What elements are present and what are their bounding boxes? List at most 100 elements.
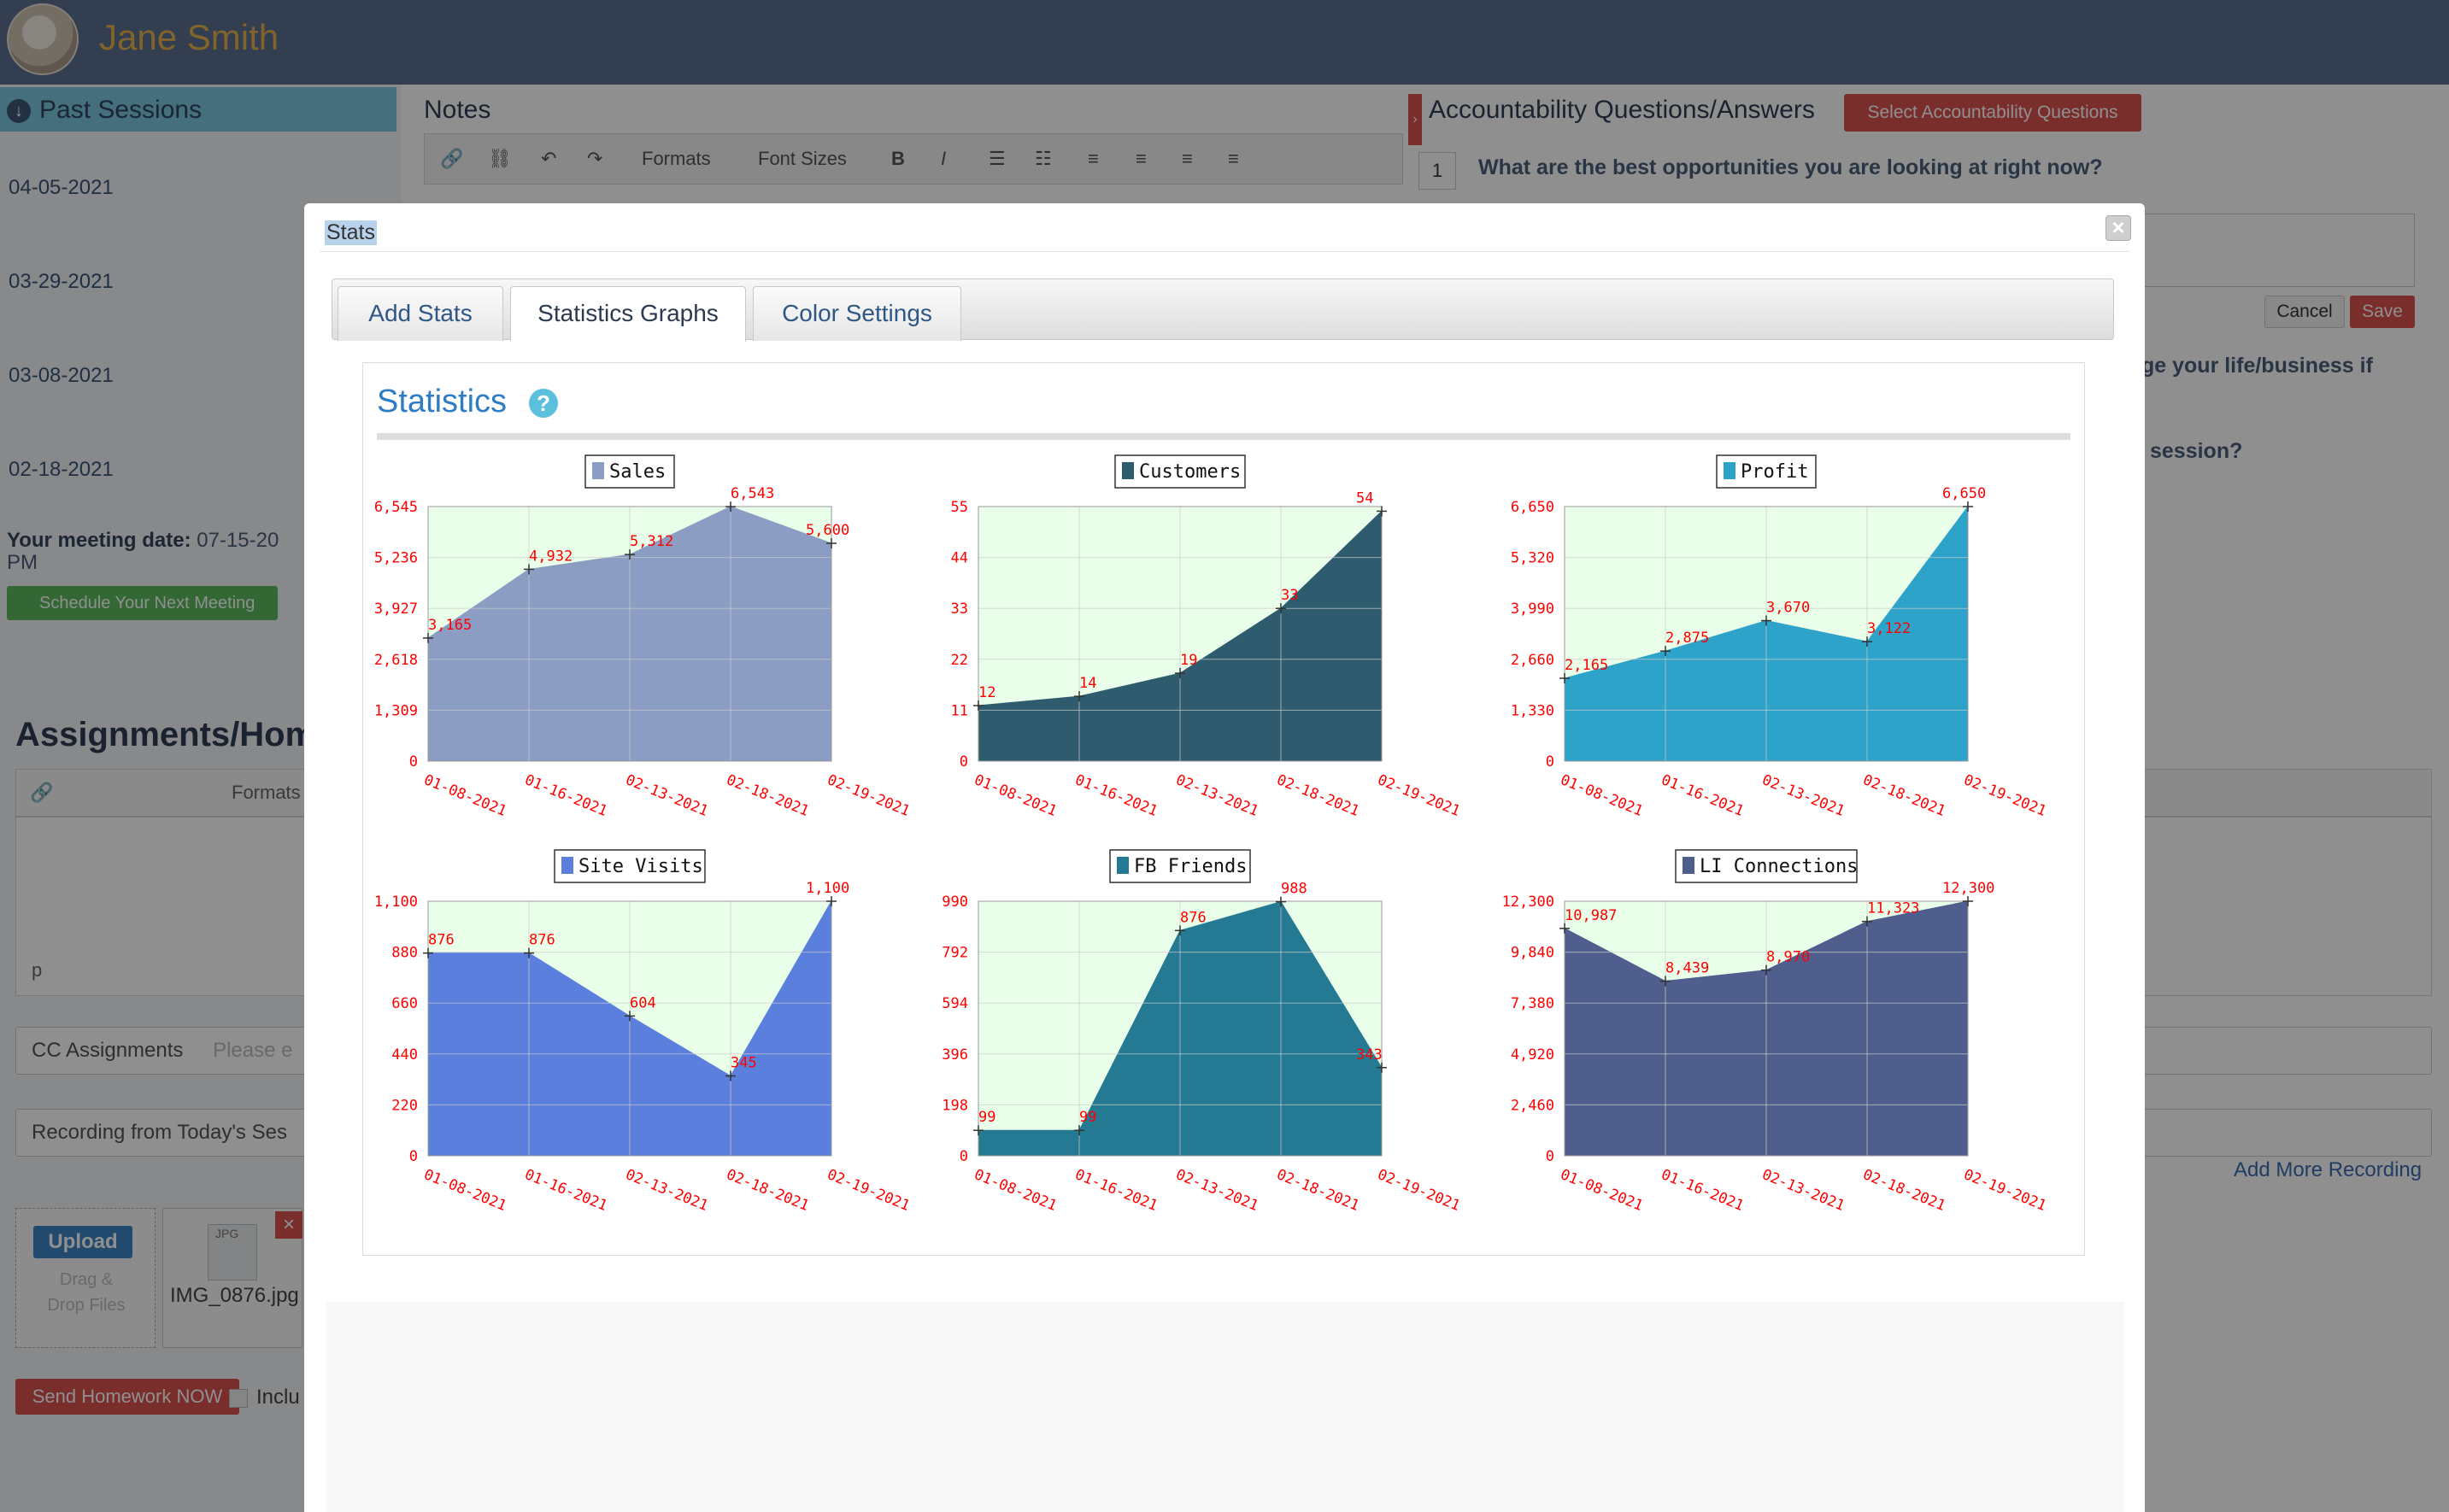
data-label: 33 xyxy=(1281,587,1298,604)
session-link[interactable]: 04-05-2021 xyxy=(9,176,114,199)
top-header: Jane Smith xyxy=(0,0,2449,85)
include-checkbox[interactable] xyxy=(229,1389,248,1408)
data-label: 2,875 xyxy=(1665,630,1709,647)
legend-box xyxy=(1675,849,1858,883)
schedule-meeting-button[interactable]: Schedule Your Next Meeting xyxy=(7,586,278,620)
recording-input[interactable] xyxy=(2136,1109,2432,1157)
x-tick-label: 02-13-2021 xyxy=(1173,771,1260,820)
notes-title: Notes xyxy=(424,96,491,124)
drag-drop-line: Drop Files xyxy=(47,1296,126,1315)
y-tick-label: 990 xyxy=(942,894,968,911)
data-label: 4,932 xyxy=(529,548,573,565)
align-center-icon[interactable]: ≡ xyxy=(1136,148,1147,169)
y-tick-label: 7,380 xyxy=(1511,995,1554,1012)
chart-5: 0 2,460 4,920 7,380 9,840 12,300 10,987 01-08-2… xyxy=(1502,849,2049,1215)
align-left-icon[interactable]: ≡ xyxy=(1088,148,1099,169)
statistics-charts: 0 1,309 2,618 3,927 5,236 6,545 3,165 01-08-202… xyxy=(374,454,2049,1215)
legend-label: Profit xyxy=(1741,461,1808,483)
data-label: 8,970 xyxy=(1766,949,1810,966)
x-tick-label: 02-18-2021 xyxy=(724,1166,811,1215)
bold-icon[interactable]: B xyxy=(891,148,905,169)
select-accountability-questions-button[interactable]: Select Accountability Questions xyxy=(1844,94,2141,132)
session-link[interactable]: 03-29-2021 xyxy=(9,270,114,293)
legend-swatch xyxy=(592,462,604,479)
data-label: 604 xyxy=(630,994,656,1011)
x-tick-label: 01-08-2021 xyxy=(972,771,1059,820)
data-label: 343 xyxy=(1356,1046,1383,1064)
link-icon[interactable]: 🔗 xyxy=(30,782,54,803)
editor-toolbar xyxy=(2136,769,2432,817)
plot-border xyxy=(1564,900,1969,1157)
save-button[interactable]: Save xyxy=(2350,296,2415,328)
data-label: 3,670 xyxy=(1766,600,1810,617)
data-label: 99 xyxy=(978,1109,995,1126)
avatar[interactable] xyxy=(7,3,79,75)
include-label: Inclu xyxy=(256,1386,300,1409)
x-tick-label: 02-18-2021 xyxy=(1860,771,1947,820)
y-tick-label: 0 xyxy=(1546,753,1554,771)
unlink-icon[interactable]: ⛓ xyxy=(488,148,512,169)
plot-border xyxy=(978,900,1383,1157)
accountability-title: Accountability Questions/Answers xyxy=(1429,96,1815,124)
y-tick-label: 880 xyxy=(391,945,418,962)
help-icon[interactable]: ? xyxy=(529,389,558,418)
close-icon[interactable]: × xyxy=(2105,215,2131,241)
y-tick-label: 6,545 xyxy=(374,499,418,516)
send-homework-button[interactable]: Send Homework NOW xyxy=(15,1379,239,1415)
italic-icon[interactable]: I xyxy=(941,148,947,169)
y-tick-label: 44 xyxy=(951,550,968,567)
data-label: 19 xyxy=(1180,652,1197,669)
chart-1: 0 11 22 33 44 55 12 01-08-2021 14 01-16-2021 19 02-… xyxy=(951,454,1463,820)
justify-icon[interactable]: ≡ xyxy=(1228,148,1239,169)
legend-swatch xyxy=(561,857,573,874)
session-link[interactable]: 03-08-2021 xyxy=(9,364,114,387)
bullet-list-icon[interactable]: ☰ xyxy=(989,148,1006,169)
tab-statistics-graphs[interactable]: Statistics Graphs xyxy=(510,286,746,342)
cc-assignments-label: CC Assignments xyxy=(32,1039,184,1062)
collapse-panel-icon[interactable]: › xyxy=(1408,94,1422,145)
tab-color-settings[interactable]: Color Settings xyxy=(753,286,961,341)
numbered-list-icon[interactable]: ☷ xyxy=(1035,148,1052,169)
undo-icon[interactable]: ↶ xyxy=(541,148,557,169)
y-tick-label: 6,650 xyxy=(1511,499,1554,516)
past-sessions-header[interactable]: ↓ Past Sessions xyxy=(0,87,396,132)
answer-textarea[interactable] xyxy=(2141,214,2415,287)
y-tick-label: 0 xyxy=(960,753,968,771)
legend-label: Site Visits xyxy=(578,856,703,877)
link-icon[interactable]: 🔗 xyxy=(440,148,464,169)
tab-add-stats[interactable]: Add Stats xyxy=(338,286,503,341)
x-tick-label: 02-18-2021 xyxy=(1860,1166,1947,1215)
data-label: 3,122 xyxy=(1867,620,1911,637)
formats-dropdown[interactable]: Formats xyxy=(642,148,711,169)
y-tick-label: 0 xyxy=(409,753,418,771)
question-number: 1 xyxy=(1418,152,1456,190)
editor-path: p xyxy=(32,959,43,981)
upload-button[interactable]: Upload xyxy=(33,1226,132,1258)
chart-2: 0 1,330 2,660 3,990 5,320 6,650 2,165 01-08-202… xyxy=(1511,454,2049,820)
meeting-date-label: Your meeting date: xyxy=(7,529,191,552)
remove-file-icon[interactable]: × xyxy=(275,1211,302,1239)
data-label: 988 xyxy=(1281,881,1307,898)
y-tick-label: 792 xyxy=(942,945,968,962)
x-tick-label: 02-19-2021 xyxy=(825,1166,912,1215)
align-right-icon[interactable]: ≡ xyxy=(1182,148,1193,169)
question-text: ge your life/business if xyxy=(2141,354,2373,378)
y-tick-label: 55 xyxy=(951,499,968,516)
data-label: 11,323 xyxy=(1867,900,1919,917)
data-label: 1,100 xyxy=(806,880,849,897)
session-link[interactable]: 02-18-2021 xyxy=(9,458,114,481)
y-tick-label: 660 xyxy=(391,995,418,1012)
data-label: 876 xyxy=(1180,909,1207,926)
add-more-recording-link[interactable]: Add More Recording xyxy=(2234,1158,2423,1181)
cancel-button[interactable]: Cancel xyxy=(2264,296,2345,328)
x-tick-label: 02-13-2021 xyxy=(1173,1166,1260,1215)
editor-body[interactable] xyxy=(2136,817,2432,996)
x-tick-label: 01-16-2021 xyxy=(1659,771,1746,820)
data-label: 5,600 xyxy=(806,522,849,539)
formats-dropdown[interactable]: Formats xyxy=(232,782,301,803)
font-sizes-dropdown[interactable]: Font Sizes xyxy=(758,148,847,169)
x-tick-label: 02-13-2021 xyxy=(623,1166,710,1215)
legend-swatch xyxy=(1683,857,1694,874)
redo-icon[interactable]: ↷ xyxy=(587,148,603,169)
upload-dropzone[interactable]: Upload Drag & Drop Files xyxy=(15,1208,156,1348)
